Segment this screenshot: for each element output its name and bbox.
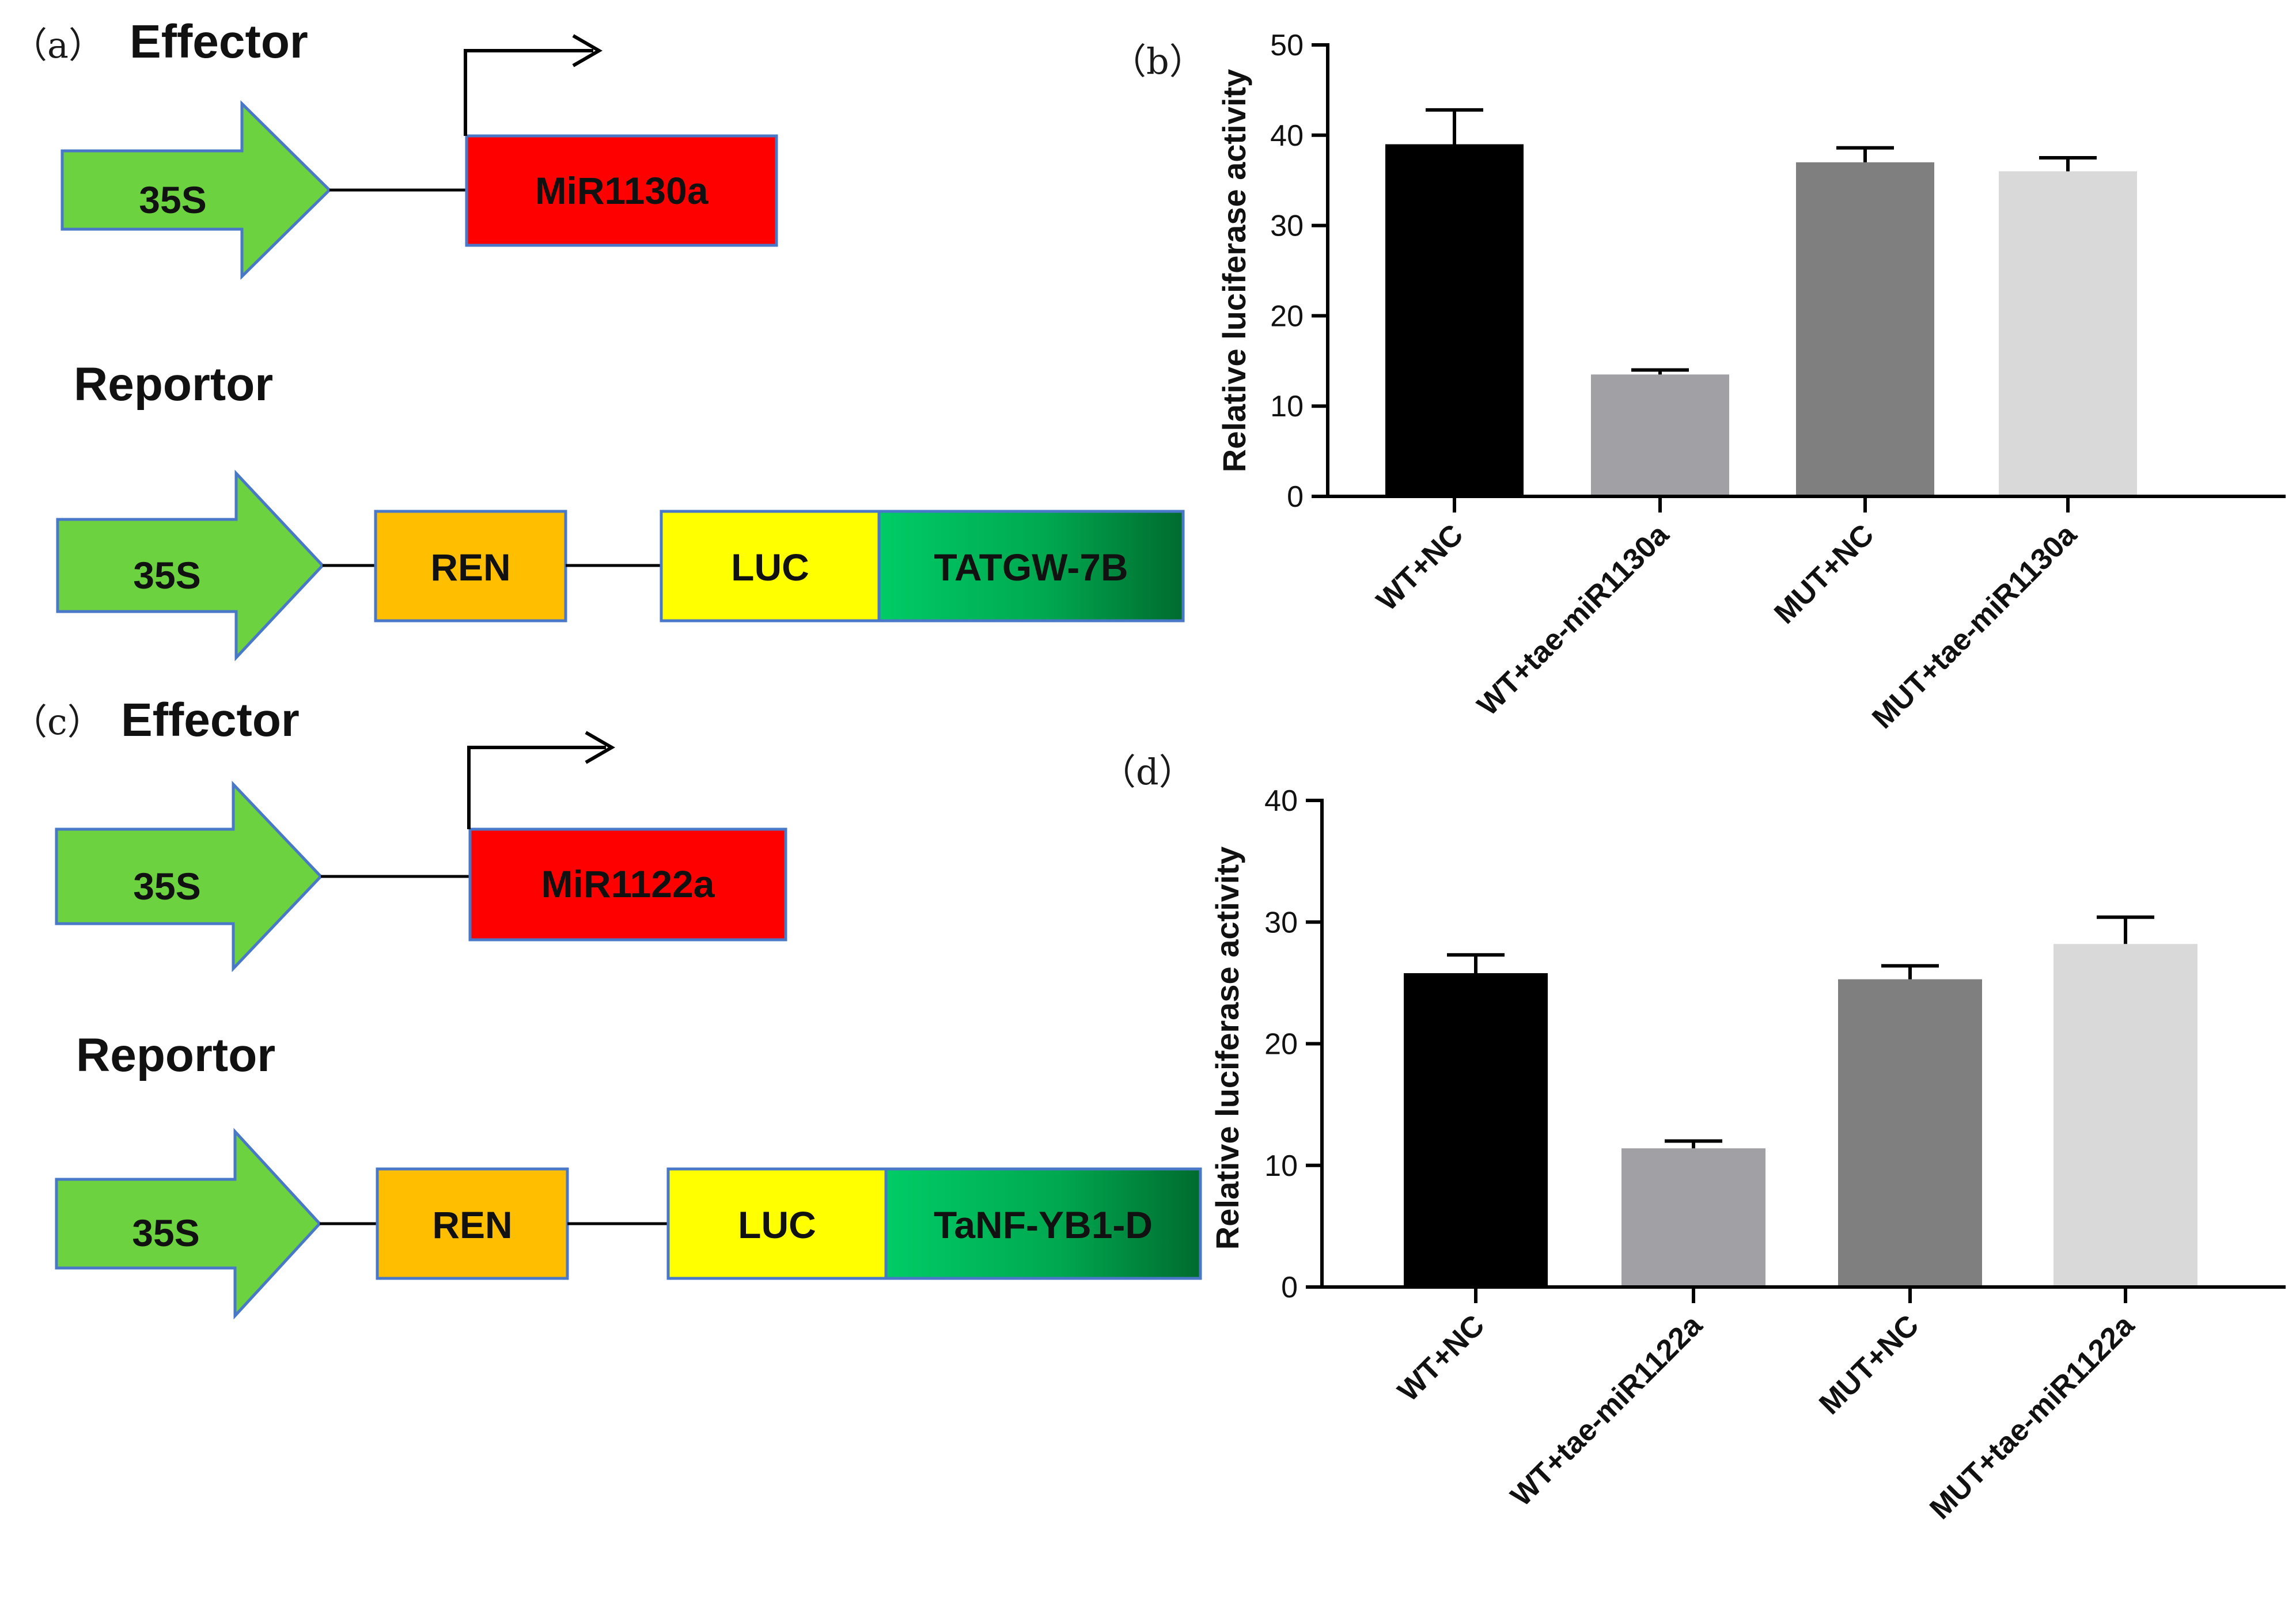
chart-d-y-tick-label: 40 <box>1264 784 1298 818</box>
chart-b-y-tick-label: 30 <box>1270 210 1304 243</box>
panel-c-arrowhead <box>585 731 615 764</box>
chart-d-y-tick-label: 0 <box>1281 1271 1298 1304</box>
chart-d-category-label-2: WT+tae-miR1122a <box>1505 1308 1709 1513</box>
panel-a-effector-promoter-label: 35S <box>139 179 206 221</box>
chart-b-category-label-1: WT+NC <box>1370 518 1470 617</box>
chart-d-category-label-1: WT+NC <box>1392 1308 1491 1408</box>
panel-c-effector-heading: Effector <box>121 694 300 746</box>
panel-a-gene-label: MiR1130a <box>535 169 709 212</box>
panel-c-reporter-promoter-arrow <box>55 1128 322 1320</box>
chart-b-y-tick-label: 40 <box>1270 119 1304 153</box>
chart-d-category-label-3: MUT+NC <box>1813 1308 1925 1421</box>
panel-a-transcription-start-arrow <box>464 49 593 136</box>
chart-d-bar-4 <box>2053 944 2198 1287</box>
chart-d-y-tick-label: 20 <box>1264 1028 1298 1061</box>
chart-d-bar-1 <box>1404 973 1548 1287</box>
chart-b-bar-2 <box>1591 374 1729 496</box>
chart-b-y-tick-label: 0 <box>1287 480 1304 514</box>
chart-d-category-label-4: MUT+tae-miR1122a <box>1923 1308 2141 1526</box>
chart-b: （b） Relative luciferase activity 0 10 20 30… <box>1111 29 2286 735</box>
panel-c-ren-box <box>376 1167 569 1280</box>
panel-c-target-label: TaNF-YB1-D <box>934 1204 1153 1246</box>
panel-c-gene-label: MiR1122a <box>541 863 715 905</box>
panel-a-arrowhead <box>572 34 603 67</box>
panel-a-label: （a） <box>12 24 104 66</box>
panel-c-ren-label: REN <box>432 1204 512 1246</box>
chart-d-panel-label: （d） <box>1100 751 1195 793</box>
panel-a-target-label: TATGW-7B <box>934 546 1128 589</box>
chart-b-y-tick-label: 50 <box>1270 29 1304 62</box>
panel-c-luc-label: LUC <box>738 1204 816 1246</box>
chart-b-bar-4 <box>1999 171 2137 496</box>
chart-d-bar-2 <box>1621 1148 1765 1287</box>
chart-b-category-label-3: MUT+NC <box>1768 518 1880 630</box>
chart-b-bar-3 <box>1796 162 1934 497</box>
panel-a-gene-box <box>465 134 778 247</box>
panel-c-label: （c） <box>12 701 103 743</box>
panel-a-ren-label: REN <box>430 546 510 589</box>
panel-a-reporter-promoter-arrow <box>56 469 325 662</box>
panel-a-luc-label: LUC <box>731 546 809 589</box>
panel-c-transcription-start-arrow <box>467 746 606 829</box>
panel-c-diagram: （c） Effector 35S MiR1122a Reportor 35S R… <box>12 694 1202 1320</box>
chart-b-category-label-4: MUT+tae-miR1130a <box>1866 518 2083 735</box>
panel-a-target-box <box>877 510 1185 622</box>
chart-b-bar-1 <box>1385 144 1524 497</box>
panel-c-effector-promoter-label: 35S <box>133 865 200 908</box>
chart-b-y-axis-title: Relative luciferase activity <box>1216 69 1252 472</box>
panel-a-effector-heading: Effector <box>130 16 308 68</box>
chart-d-y-axis-title: Relative luciferase activity <box>1209 846 1245 1250</box>
panel-c-effector-promoter-arrow <box>55 780 323 973</box>
chart-b-y-tick-label: 10 <box>1270 390 1304 423</box>
panel-a-diagram: （a） Effector 35S MiR1130a Reportor 35S R… <box>12 16 1185 662</box>
panel-c-reporter-promoter-label: 35S <box>132 1212 199 1254</box>
panel-a-reporter-heading: Reportor <box>74 358 273 411</box>
panel-a-effector-promoter-arrow <box>60 100 332 280</box>
panel-c-reporter-heading: Reportor <box>76 1029 275 1081</box>
chart-b-category-label-2: WT+tae-miR1130a <box>1471 518 1676 722</box>
panel-c-gene-box <box>468 827 787 942</box>
chart-d-bar-3 <box>1838 979 1982 1287</box>
chart-d: （d） Relative luciferase activity 0 10 20 30… <box>1100 751 2286 1526</box>
panel-c-luc-box <box>666 1167 888 1280</box>
panel-c-target-box <box>884 1167 1202 1280</box>
chart-b-y-tick-label: 20 <box>1270 299 1304 333</box>
chart-b-panel-label: （b） <box>1111 40 1205 82</box>
panel-a-reporter-promoter-label: 35S <box>133 554 200 597</box>
chart-d-y-tick-label: 10 <box>1264 1149 1298 1183</box>
chart-d-y-tick-label: 30 <box>1264 906 1298 939</box>
